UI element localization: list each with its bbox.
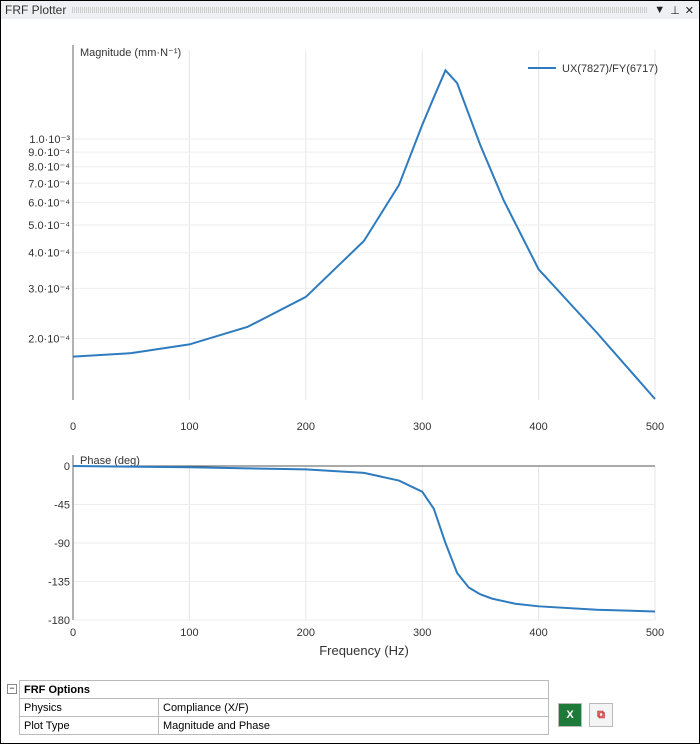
dropdown-icon[interactable]: ▼ xyxy=(654,4,666,16)
close-icon[interactable]: ✕ xyxy=(684,4,694,17)
y-tick-label: 9.0·10⁻⁴ xyxy=(28,147,70,159)
options-header: FRF Options xyxy=(19,680,549,699)
legend-label[interactable]: UX(7827)/FY(6717) xyxy=(562,63,658,75)
option-label: Plot Type xyxy=(19,716,159,735)
x-tick-label: 100 xyxy=(180,627,198,639)
x-tick-label: 0 xyxy=(70,627,76,639)
x-tick-label: 300 xyxy=(413,627,431,639)
magnitude-axis-label: Magnitude (mm·N⁻¹) xyxy=(80,47,181,59)
x-tick-label: 500 xyxy=(646,627,664,639)
x-tick-label: 200 xyxy=(297,627,315,639)
x-axis-label: Frequency (Hz) xyxy=(319,643,409,658)
copy-button[interactable]: ⧉ xyxy=(589,703,613,727)
x-tick-label: 0 xyxy=(70,421,76,433)
y-tick-label: 7.0·10⁻⁴ xyxy=(28,178,70,190)
title-bar: FRF Plotter ▼ ⊥ ✕ xyxy=(1,1,699,19)
copy-icon: ⧉ xyxy=(597,708,605,721)
y-tick-label: 4.0·10⁻⁴ xyxy=(28,248,70,260)
x-tick-label: 500 xyxy=(646,421,664,433)
y-tick-label: -45 xyxy=(54,500,70,512)
window-title: FRF Plotter xyxy=(5,3,67,17)
y-tick-label: 0 xyxy=(64,461,70,473)
phase-series-line xyxy=(72,465,656,613)
option-row-physics: Physics Compliance (X/F) xyxy=(19,698,549,717)
y-tick-label: 8.0·10⁻⁴ xyxy=(28,162,70,174)
y-tick-label: 1.0·10⁻³ xyxy=(29,134,70,146)
x-tick-label: 300 xyxy=(413,421,431,433)
x-tick-label: 400 xyxy=(529,421,547,433)
excel-icon: X xyxy=(566,709,574,721)
export-excel-button[interactable]: X xyxy=(558,703,582,727)
phase-axis-label: Phase (deg) xyxy=(80,455,140,467)
y-tick-label: 5.0·10⁻⁴ xyxy=(28,220,70,232)
x-tick-label: 400 xyxy=(529,627,547,639)
option-row-plot-type: Plot Type Magnitude and Phase xyxy=(19,716,549,735)
option-label: Physics xyxy=(19,698,159,717)
y-tick-label: 6.0·10⁻⁴ xyxy=(28,197,70,209)
y-tick-label: -90 xyxy=(54,538,70,550)
y-tick-label: -180 xyxy=(48,615,70,627)
option-value[interactable]: Magnitude and Phase xyxy=(158,716,549,735)
collapse-toggle[interactable]: − xyxy=(7,684,17,694)
frf-chart: 0 100 200 300 400 500 1.0·10⁻³9.0·10⁻⁴ 8.0·10⁻⁴… xyxy=(28,45,664,658)
x-tick-label: 100 xyxy=(180,421,198,433)
y-tick-label: -135 xyxy=(48,577,70,589)
pin-icon[interactable]: ⊥ xyxy=(670,4,680,17)
magnitude-series-line xyxy=(72,68,656,400)
y-tick-label: 2.0·10⁻⁴ xyxy=(28,334,70,346)
y-tick-label: 3.0·10⁻⁴ xyxy=(28,283,70,295)
x-tick-label: 200 xyxy=(297,421,315,433)
option-value[interactable]: Compliance (X/F) xyxy=(158,698,549,717)
